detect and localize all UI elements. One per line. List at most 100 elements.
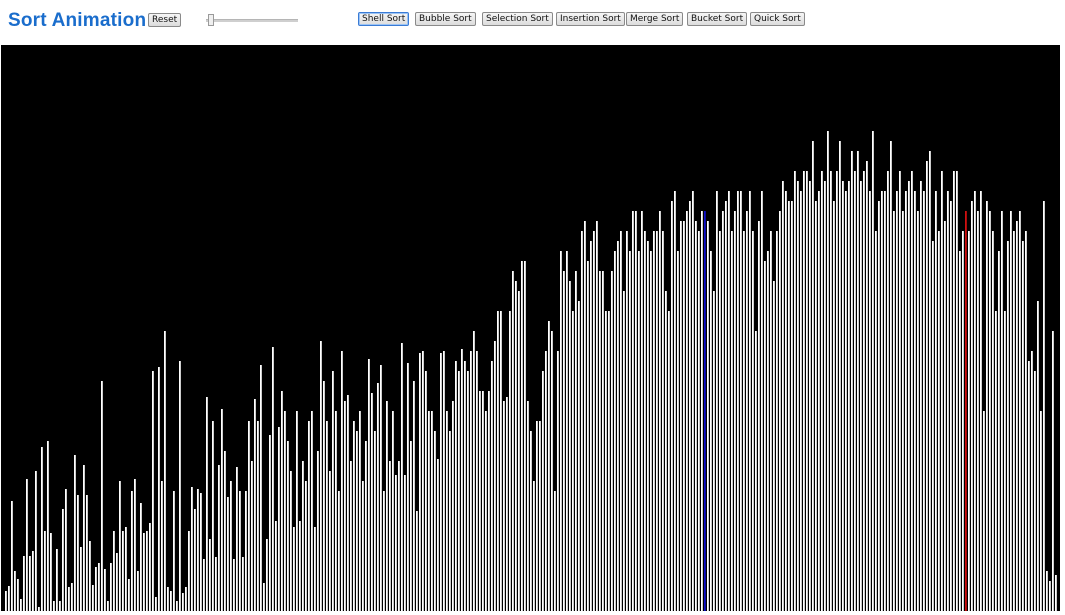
bar [92, 585, 94, 611]
bar [929, 151, 931, 611]
bubble-sort-button[interactable]: Bubble Sort [415, 12, 476, 26]
bar [107, 601, 109, 611]
reset-button[interactable]: Reset [148, 13, 182, 27]
bar [659, 211, 661, 611]
bar [890, 141, 892, 611]
bars-svg [5, 131, 1057, 611]
bar [368, 359, 370, 611]
merge-sort-button[interactable]: Merge Sort [626, 12, 684, 26]
bar [626, 231, 628, 611]
bar [233, 559, 235, 611]
bar [1037, 301, 1039, 611]
bar [77, 495, 79, 611]
bar [8, 586, 10, 611]
quick-sort-button[interactable]: Quick Sort [750, 12, 805, 26]
bar [686, 211, 688, 611]
bar [527, 401, 529, 611]
bar [818, 191, 820, 611]
bar [467, 371, 469, 611]
bar [863, 171, 865, 611]
bar [59, 601, 61, 611]
bar [197, 489, 199, 611]
bar [455, 361, 457, 611]
bar [227, 497, 229, 611]
bar [38, 607, 40, 611]
bar [476, 351, 478, 611]
bar [146, 531, 148, 611]
bar [512, 271, 514, 611]
bar [791, 201, 793, 611]
bar [410, 441, 412, 611]
bar [236, 467, 238, 611]
bar [491, 361, 493, 611]
bar [917, 211, 919, 611]
bar [650, 251, 652, 611]
bucket-sort-button[interactable]: Bucket Sort [687, 12, 748, 26]
bar [311, 411, 313, 611]
bar [359, 411, 361, 611]
bar [74, 455, 76, 611]
bar [632, 211, 634, 611]
bar [938, 231, 940, 611]
bar [488, 391, 490, 611]
bar [53, 601, 55, 611]
speed-slider[interactable] [206, 13, 298, 27]
bar [926, 161, 928, 611]
bar [1022, 241, 1024, 611]
bar [185, 587, 187, 611]
bar [530, 431, 532, 611]
bar [587, 261, 589, 611]
bar [449, 431, 451, 611]
bar [485, 411, 487, 611]
bar [752, 231, 754, 611]
bar [794, 171, 796, 611]
bar [110, 563, 112, 611]
bar [11, 501, 13, 611]
bar [164, 331, 166, 611]
bar [50, 533, 52, 611]
bar [803, 171, 805, 611]
bar [605, 311, 607, 611]
bar [872, 131, 874, 611]
bar [347, 395, 349, 611]
bar [629, 251, 631, 611]
bar [1046, 571, 1048, 611]
shell-sort-button[interactable]: Shell Sort [358, 12, 410, 26]
bar [614, 251, 616, 611]
bar [902, 211, 904, 611]
bar [98, 563, 100, 611]
bar [746, 211, 748, 611]
bar [599, 271, 601, 611]
bar [215, 557, 217, 611]
bar [470, 351, 472, 611]
bar [302, 461, 304, 611]
bar [968, 231, 970, 611]
bar [710, 251, 712, 611]
bar [206, 397, 208, 611]
bar [572, 311, 574, 611]
bar [431, 411, 433, 611]
insertion-sort-button[interactable]: Insertion Sort [556, 12, 625, 26]
bar [26, 479, 28, 611]
bar [119, 481, 121, 611]
bar [518, 291, 520, 611]
bar [323, 381, 325, 611]
bar [668, 311, 670, 611]
bar [47, 441, 49, 611]
selection-sort-button[interactable]: Selection Sort [482, 12, 553, 26]
slider-thumb[interactable] [208, 14, 214, 26]
bar [824, 181, 826, 611]
bar [695, 221, 697, 611]
bar [509, 311, 511, 611]
bar [443, 351, 445, 611]
bar [212, 421, 214, 611]
bar [908, 181, 910, 611]
bar [557, 351, 559, 611]
bar [674, 191, 676, 611]
bar [299, 521, 301, 611]
bar [617, 241, 619, 611]
bar [101, 381, 103, 611]
bar [566, 251, 568, 611]
bar [29, 556, 31, 611]
bar [203, 559, 205, 611]
